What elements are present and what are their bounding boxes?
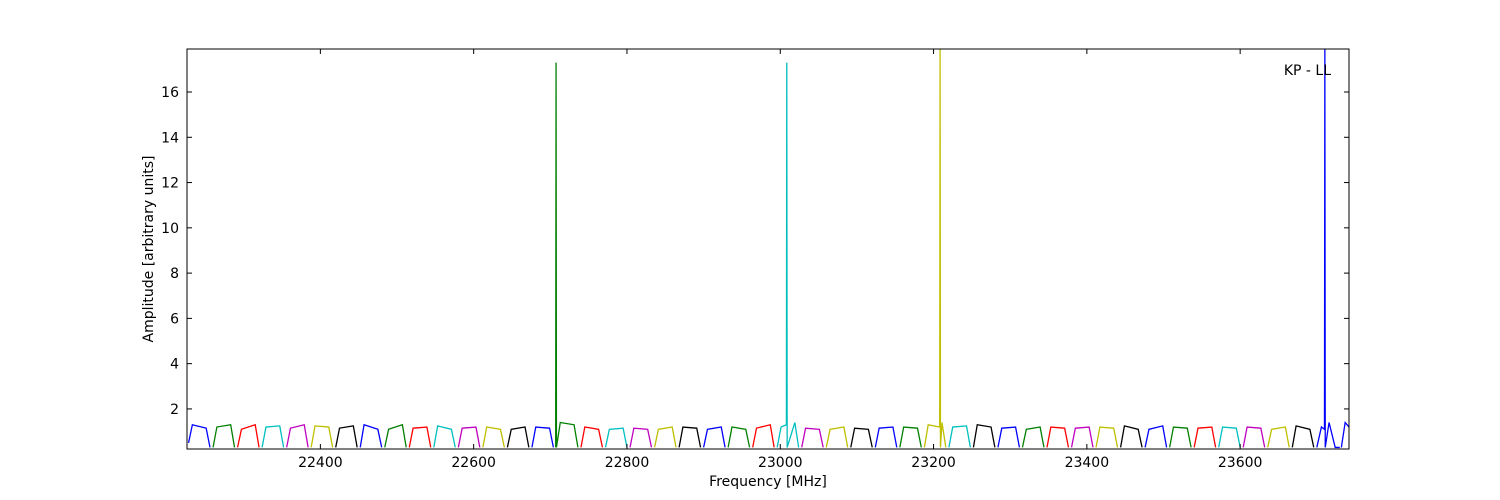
x-tick-label: 23600 bbox=[1218, 455, 1263, 471]
series-line bbox=[1144, 425, 1168, 448]
series-line bbox=[1291, 425, 1315, 448]
plot-lines bbox=[187, 49, 1349, 449]
series-line bbox=[212, 424, 236, 448]
series-line bbox=[702, 426, 726, 448]
series-line bbox=[1340, 421, 1349, 448]
series-line bbox=[997, 426, 1021, 448]
series-line bbox=[359, 423, 383, 448]
series-line bbox=[653, 426, 677, 448]
series-line bbox=[801, 427, 824, 448]
series-line bbox=[1316, 49, 1340, 449]
y-axis-label: Amplitude [arbitrary units] bbox=[141, 156, 157, 343]
x-tick-label: 23000 bbox=[758, 455, 803, 471]
series-line bbox=[555, 62, 579, 448]
series-line bbox=[1021, 426, 1045, 448]
series-line bbox=[531, 426, 555, 448]
series-line bbox=[457, 426, 481, 448]
series-line bbox=[187, 423, 211, 448]
series-line bbox=[482, 426, 505, 448]
series-line bbox=[752, 423, 775, 448]
series-line bbox=[923, 49, 947, 448]
series-line bbox=[899, 426, 922, 448]
series-line bbox=[1070, 426, 1094, 448]
series-line bbox=[1193, 426, 1217, 448]
series-line bbox=[776, 62, 800, 448]
x-axis-label: Frequency [MHz] bbox=[709, 474, 827, 490]
series-line bbox=[604, 427, 628, 448]
series-line bbox=[580, 426, 604, 448]
series-line bbox=[1218, 426, 1241, 448]
series-line bbox=[1267, 426, 1290, 448]
series-line bbox=[408, 426, 432, 448]
x-tick-label: 22600 bbox=[451, 455, 496, 471]
y-tick-label: 10 bbox=[161, 221, 179, 237]
series-line bbox=[506, 426, 530, 448]
series-line bbox=[433, 425, 456, 448]
y-tick-label: 12 bbox=[161, 176, 179, 192]
series-line bbox=[236, 423, 260, 448]
series-line bbox=[1242, 426, 1266, 448]
series-line bbox=[629, 427, 653, 448]
series-line bbox=[825, 426, 849, 448]
y-tick-label: 4 bbox=[170, 357, 179, 373]
series-line bbox=[335, 425, 358, 448]
x-tick-label: 22400 bbox=[298, 455, 343, 471]
series-line bbox=[874, 426, 898, 448]
y-tick-label: 2 bbox=[170, 402, 179, 418]
series-line bbox=[286, 423, 309, 448]
series-line bbox=[850, 427, 873, 448]
x-tick-label: 23400 bbox=[1065, 455, 1110, 471]
series-line bbox=[261, 425, 285, 448]
x-tick-label: 22800 bbox=[605, 455, 650, 471]
annotation: KP - LL bbox=[1284, 63, 1331, 79]
series-line bbox=[972, 424, 996, 448]
y-tick-label: 6 bbox=[170, 311, 179, 327]
plot-frame bbox=[186, 48, 1350, 450]
y-tick-label: 16 bbox=[161, 85, 179, 101]
series-line bbox=[310, 425, 334, 448]
series-line bbox=[1169, 426, 1192, 448]
series-line bbox=[727, 426, 751, 448]
series-line bbox=[948, 425, 971, 448]
x-tick-label: 23200 bbox=[911, 455, 956, 471]
series-line bbox=[1046, 426, 1070, 448]
y-tick-label: 14 bbox=[161, 130, 179, 146]
series-line bbox=[1119, 425, 1143, 448]
series-line bbox=[678, 426, 702, 448]
y-tick-label: 8 bbox=[170, 266, 179, 282]
series-line bbox=[384, 423, 407, 448]
series-line bbox=[1095, 426, 1119, 448]
